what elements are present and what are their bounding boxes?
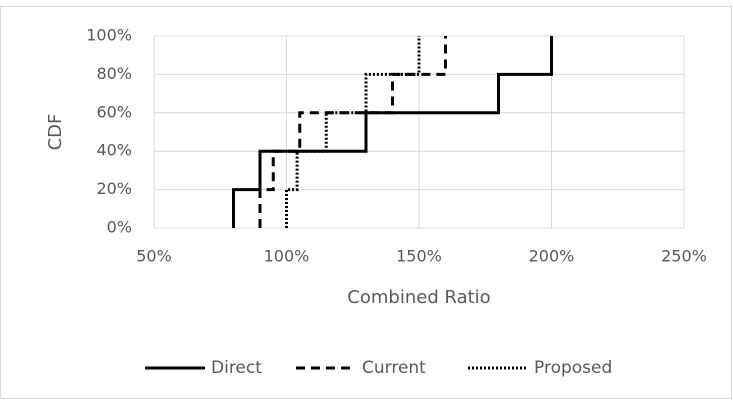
x-tick-label: 100% [264, 247, 310, 266]
x-tick-label: 200% [529, 247, 575, 266]
x-tick-label: 150% [396, 247, 442, 266]
chart-border [0, 6, 732, 399]
y-axis-title: CDF [45, 114, 66, 151]
y-tick-label: 20% [96, 179, 132, 198]
y-tick-label: 0% [107, 218, 132, 237]
y-tick-label: 100% [86, 26, 132, 45]
series-line [285, 36, 421, 228]
y-tick-label: 40% [96, 141, 132, 160]
series-line [232, 36, 553, 228]
series-line [258, 36, 447, 228]
legend-label: Current [362, 358, 426, 378]
y-tick-label: 60% [96, 102, 132, 121]
y-tick-label: 80% [96, 64, 132, 83]
legend-label: Proposed [534, 358, 612, 378]
x-tick-label: 50% [136, 247, 172, 266]
x-tick-label: 250% [661, 247, 707, 266]
x-axis-title: Combined Ratio [347, 287, 490, 308]
legend-label: Direct [211, 358, 262, 378]
